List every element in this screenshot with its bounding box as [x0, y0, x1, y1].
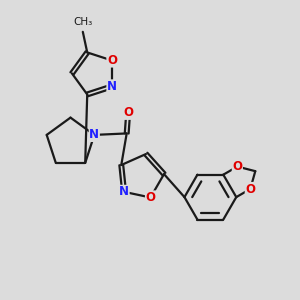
Text: N: N: [107, 80, 117, 93]
Text: N: N: [119, 185, 129, 198]
Text: O: O: [232, 160, 242, 173]
Text: O: O: [107, 54, 117, 67]
Text: O: O: [245, 182, 255, 196]
Text: O: O: [123, 106, 133, 119]
Text: O: O: [146, 191, 155, 204]
Text: CH₃: CH₃: [73, 16, 92, 26]
Text: N: N: [89, 128, 99, 141]
